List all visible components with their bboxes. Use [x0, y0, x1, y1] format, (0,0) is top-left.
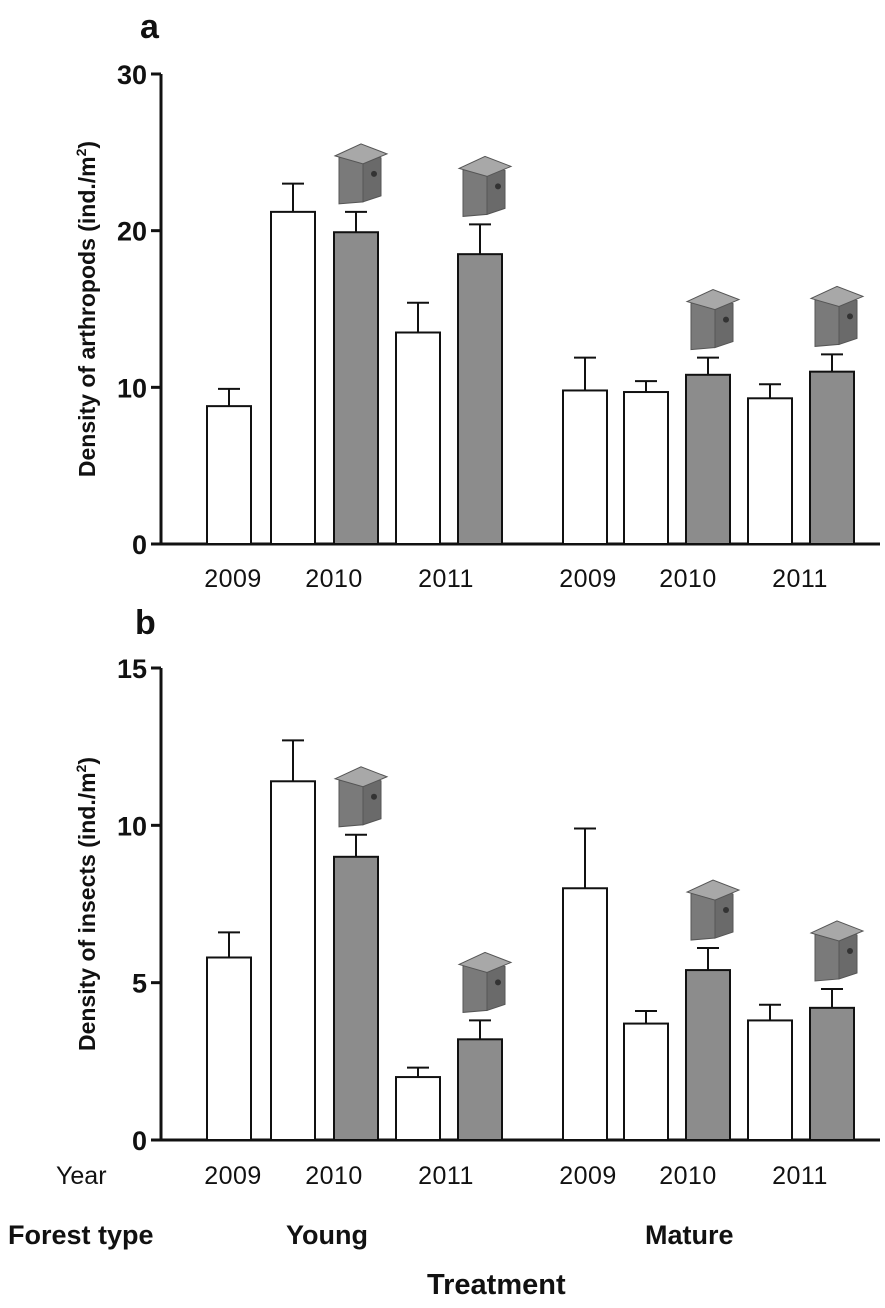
- x-tick-label: 2010: [305, 1162, 363, 1190]
- bar-mature-2011-nestbox: [809, 1006, 855, 1142]
- nestbox-roof: [457, 155, 513, 177]
- panel-letter: a: [140, 8, 160, 46]
- nestbox-hole: [495, 979, 501, 986]
- x-tick-label: 2009: [559, 1162, 617, 1190]
- x-tick-label: 2009: [204, 1162, 262, 1190]
- y-tick-label: 0: [132, 530, 147, 560]
- bar-young-2011-control: [395, 1076, 441, 1141]
- x-tick-label: 2010: [305, 565, 363, 593]
- y-tick-label: 20: [117, 217, 147, 247]
- nestbox-hole: [723, 907, 729, 914]
- nestbox-roof: [809, 285, 865, 307]
- nestbox-hole: [371, 793, 377, 800]
- y-axis-title: Density of arthropods (ind./m2): [73, 141, 100, 477]
- bar-young-2009-control: [206, 956, 252, 1142]
- bar-young-2011-nestbox: [457, 253, 503, 546]
- group-label-mature: Mature: [645, 1220, 734, 1250]
- nestbox-roof: [333, 766, 389, 788]
- nestbox-roof: [457, 951, 513, 973]
- y-tick-label: 30: [117, 60, 147, 90]
- nestbox-icon: [457, 155, 513, 217]
- bar-mature-2009-control: [562, 887, 608, 1141]
- x-tick-label: 2011: [772, 565, 828, 593]
- group-label-young: Young: [286, 1220, 368, 1250]
- year-row-label: Year: [56, 1162, 107, 1190]
- nestbox-roof: [685, 879, 741, 901]
- nestbox-roof: [809, 920, 865, 942]
- x-tick-label: 2009: [204, 565, 262, 593]
- nestbox-hole: [371, 170, 377, 177]
- bar-mature-2011-nestbox: [809, 370, 855, 545]
- y-tick-label: 15: [117, 654, 147, 684]
- bar-mature-2010-control: [623, 1022, 669, 1141]
- bar-mature-2011-control: [747, 397, 793, 545]
- bar-mature-2010-nestbox: [685, 969, 731, 1142]
- nestbox-hole: [847, 313, 853, 320]
- panel-b: b 0 5 10 15 Density of insects (ind./m2) 2009 2…: [73, 604, 880, 1190]
- y-tick-label: 10: [117, 811, 147, 841]
- nestbox-roof: [333, 143, 389, 165]
- forest-type-label: Forest type: [8, 1220, 154, 1250]
- nestbox-hole: [723, 316, 729, 323]
- x-tick-label: 2011: [772, 1162, 828, 1190]
- bar-young-2010-control: [270, 780, 316, 1142]
- y-axis-title: Density of insects (ind./m2): [73, 757, 100, 1051]
- x-axis-title: Treatment: [427, 1269, 566, 1301]
- y-tick-label: 0: [132, 1126, 147, 1156]
- nestbox-hole: [495, 183, 501, 190]
- panel-letter: b: [135, 604, 156, 642]
- y-tick-label: 5: [132, 969, 147, 999]
- x-tick-label: 2011: [418, 565, 474, 593]
- bar-mature-2011-control: [747, 1019, 793, 1142]
- nestbox-icon: [809, 920, 865, 982]
- nestbox-icon: [809, 285, 865, 347]
- bar-mature-2009-control: [562, 389, 608, 546]
- x-tick-label: 2011: [418, 1162, 474, 1190]
- nestbox-icon: [333, 766, 389, 828]
- nestbox-hole: [847, 947, 853, 954]
- bar-mature-2010-control: [623, 391, 669, 545]
- bar-mature-2010-nestbox: [685, 373, 731, 545]
- bar-young-2010-control: [270, 210, 316, 545]
- y-tick-label: 10: [117, 373, 147, 403]
- x-tick-label: 2010: [659, 1162, 717, 1190]
- nestbox-icon: [685, 879, 741, 941]
- bar-young-2010-nestbox: [333, 855, 379, 1141]
- panel-a: a 0 10 20 30 Density of arthropods (ind./m2) 2…: [73, 8, 880, 593]
- bar-young-2011-nestbox: [457, 1038, 503, 1141]
- nestbox-roof: [685, 289, 741, 311]
- nestbox-icon: [333, 143, 389, 205]
- bar-young-2010-nestbox: [333, 231, 379, 545]
- nestbox-icon: [457, 951, 513, 1013]
- x-tick-label: 2010: [659, 565, 717, 593]
- x-tick-label: 2009: [559, 565, 617, 593]
- nestbox-icon: [685, 289, 741, 351]
- bar-young-2011-control: [395, 331, 441, 545]
- bar-young-2009-control: [206, 405, 252, 545]
